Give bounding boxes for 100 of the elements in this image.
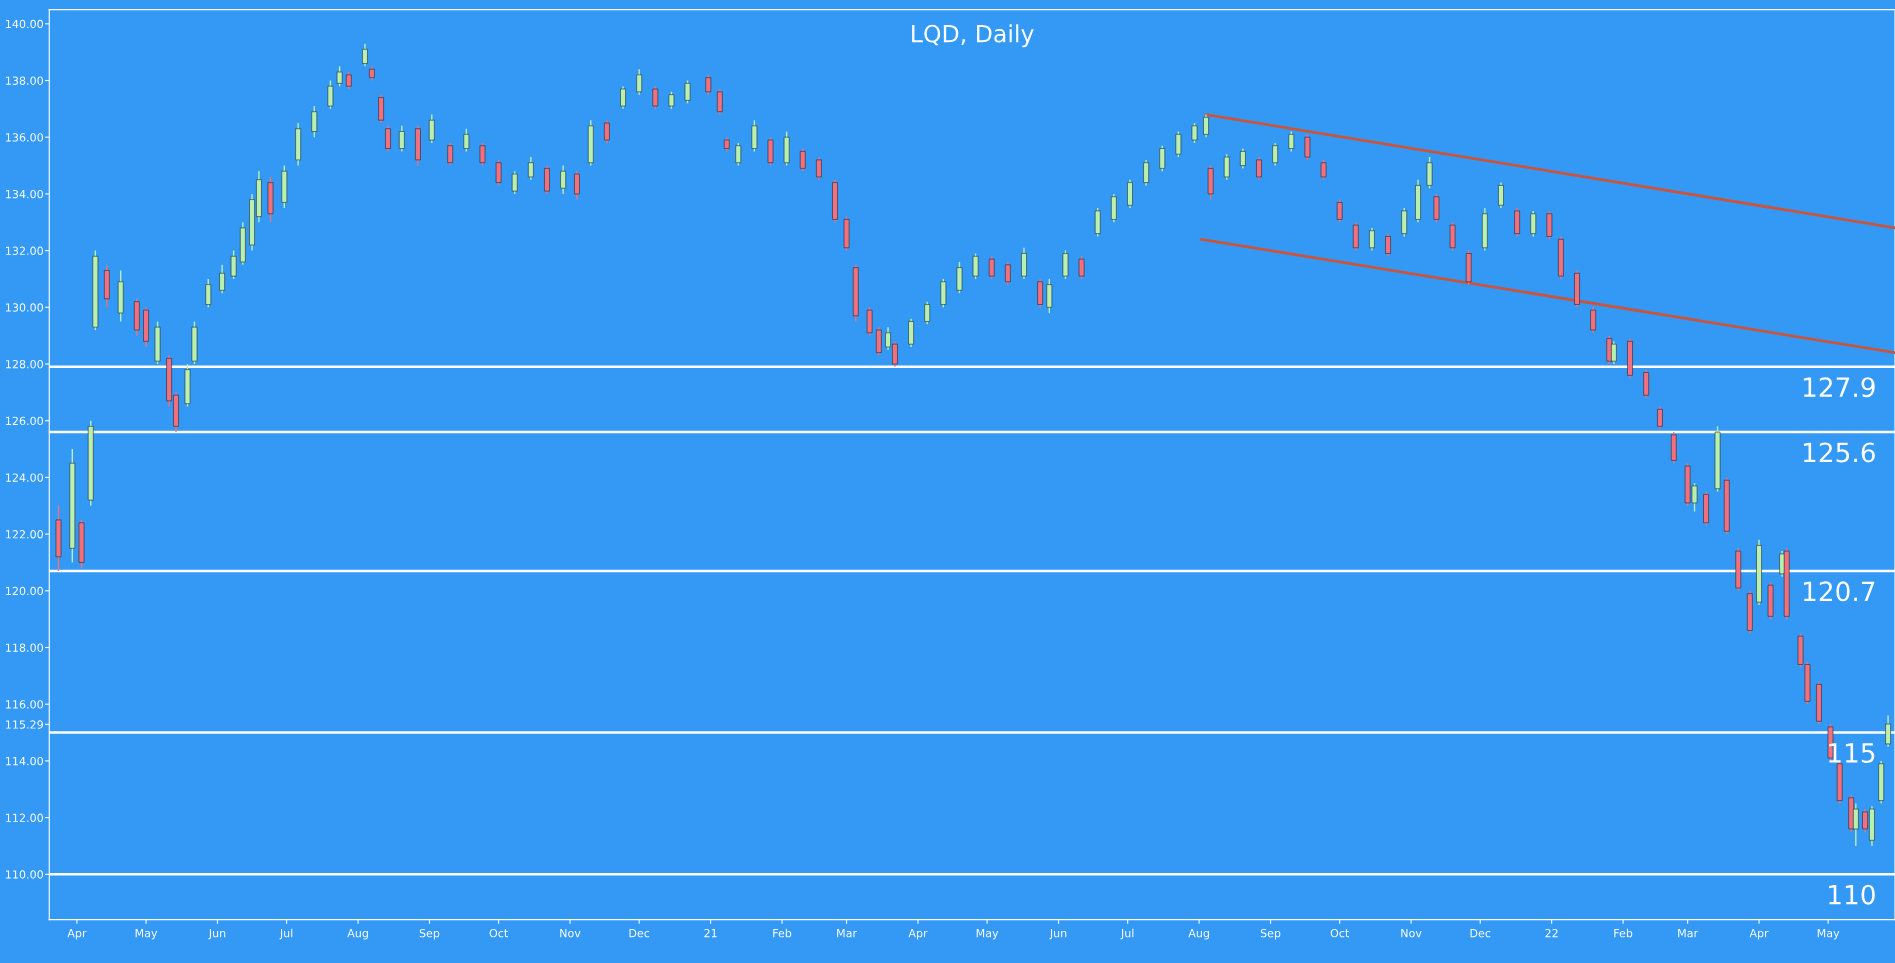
x-tick-label: Sep [1260,928,1281,940]
x-tick-label: Oct [1330,928,1350,938]
x-tick-label: May [135,929,158,940]
ref-line-label: 127.9 [1803,377,1875,398]
candlestick [866,306,873,337]
candlestick [1885,714,1891,748]
candlestick [1159,145,1166,172]
candlestick [528,156,534,181]
candlestick [876,326,882,357]
text: LQD, Daily [912,24,1034,48]
candlestick [205,278,212,309]
candlestick [1426,156,1433,189]
candlestick [1288,130,1295,153]
candlestick [636,68,642,96]
candlestick [1590,306,1596,334]
y-tick-label: 134.00 [6,189,43,199]
candlestick [652,85,659,110]
candlestick [1094,207,1101,238]
candlestick [447,142,454,167]
candlestick [717,88,723,116]
y-tick-label: 130.00 [6,303,43,312]
candlestick [620,85,626,110]
x-tick-label: Aug [347,929,368,940]
candlestick [1223,153,1230,181]
ref-line-label: 110 [1829,884,1875,905]
x-tick-label: Apr [1749,929,1769,940]
candlestick [1046,278,1053,314]
candlestick [1498,181,1504,209]
x-tick-label: 21 [704,928,717,938]
candlestick [1449,221,1456,252]
candlestick [988,255,995,280]
x-tick-label: Feb [773,928,792,938]
candlestick [1175,130,1182,158]
candlestick [428,113,435,144]
candlestick [1433,193,1440,223]
candlestick [1240,147,1246,170]
candlestick [311,105,318,138]
x-tick-label: Apr [67,929,87,940]
x-tick-label: Feb [1614,928,1633,938]
x-tick-label: May [1817,929,1840,940]
candlestick [751,119,758,153]
candlestick [735,142,742,167]
candlestick [327,79,334,110]
candlestick [972,252,979,280]
candlestick [495,159,502,187]
candlestick [1191,122,1198,144]
candlestick [799,147,806,172]
y-tick-label: 136.00 [6,133,43,142]
x-tick-label: Dec [1470,929,1491,938]
y-tick-label: 112.00 [6,813,43,822]
candlestick [1203,113,1209,138]
ref-line-label: 120.7 [1803,581,1875,602]
candlestick [1352,221,1359,252]
candlestick [1657,405,1663,430]
x-tick-label: 22 [1545,928,1558,938]
candlestick [560,164,566,195]
candlestick [604,119,610,144]
candlestick [1021,247,1027,280]
x-tick-label: Jul [1120,928,1134,940]
candlestick [1606,334,1613,365]
candlestick [399,125,405,153]
candlestick [956,261,963,294]
y-tick-label: 116.00 [6,700,43,709]
y-tick-label: 128.00 [6,359,43,369]
y-tick-label: 122.00 [6,530,43,539]
candlestick [1643,368,1649,399]
x-tick-label: Oct [489,928,508,938]
x-tick-label: Apr [908,929,928,940]
y-tick-label: 132.00 [6,246,43,255]
candlestick [385,125,391,153]
candlestick [1037,278,1043,309]
candlestick [1256,156,1262,181]
candlestick [1401,207,1407,238]
x-tick-label: Mar [837,929,858,938]
y-tick-label: 118.00 [6,643,43,652]
candlestick [924,300,931,326]
x-tick-label: Nov [1401,929,1422,938]
candlestick [1369,227,1375,252]
y-tick-label: 126.00 [6,416,43,426]
candlestick [574,170,580,201]
candlestick [1005,261,1011,286]
x-tick-label: Jun [208,929,226,940]
candlestick [1272,142,1278,167]
x-tick-label: Dec [629,929,650,938]
candlestick [1062,249,1069,280]
candlestick [463,128,470,153]
x-tick-label: Nov [560,929,581,938]
candlestick [1336,198,1343,223]
candlestick [1530,210,1537,238]
candlestick [378,93,384,124]
candlestick [816,156,822,181]
y-tick-label: 140.00 [6,19,43,29]
candlestick [511,170,518,195]
candlestick [1111,193,1117,223]
candlestick [544,164,550,195]
candlestick [1078,255,1085,280]
candlestick [940,278,947,309]
candlestick [336,65,343,87]
y-tick-label: 110.00 [6,870,43,879]
y-tick-label: 120.00 [6,586,43,596]
